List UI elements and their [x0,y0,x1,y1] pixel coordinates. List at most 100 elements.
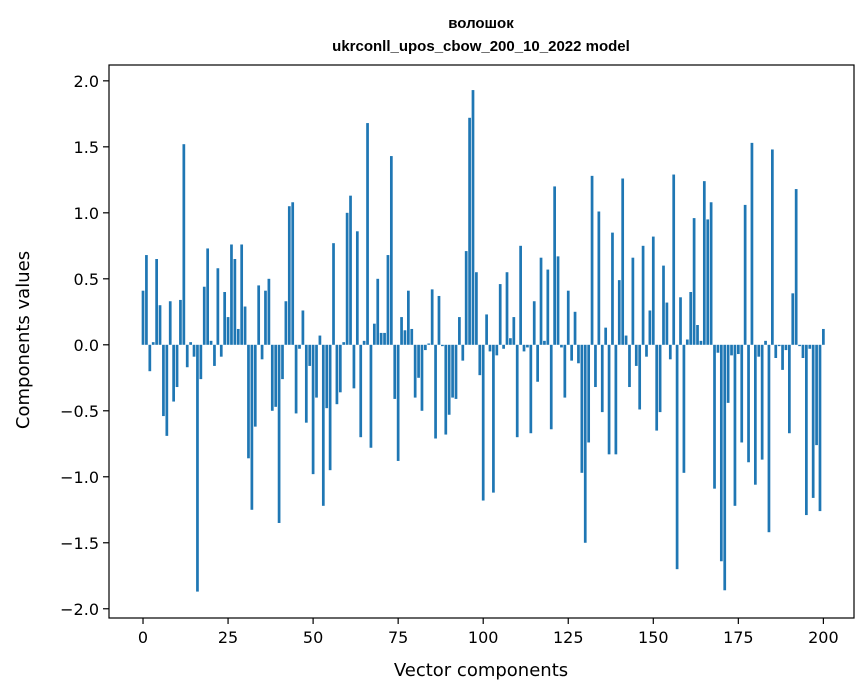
bar [719,344,723,562]
bar [492,344,495,493]
bar [743,204,747,345]
bar [338,344,342,393]
bar [172,344,175,402]
bar [403,330,407,345]
bars-group [141,90,825,592]
bar [682,344,686,473]
bar [611,232,614,345]
bar [815,344,818,446]
bar [182,144,186,345]
bar [165,344,169,436]
bar [560,344,563,348]
x-tick-label: 100 [468,628,499,647]
bar [672,174,676,345]
y-tick-label: 2.0 [74,72,99,91]
bar [321,344,325,506]
bar [526,344,529,348]
bar [270,344,274,411]
bar [767,344,771,533]
bar [151,342,155,345]
bar [342,342,346,345]
bar [267,278,271,345]
bar [522,344,526,352]
bar [294,344,298,414]
bar [345,212,349,345]
y-tick-label: 1.5 [74,138,99,157]
y-tick-label: 0.0 [74,336,99,355]
bar [202,286,206,345]
bar [621,178,625,345]
bar [641,245,645,345]
bar [736,344,740,355]
bar [461,344,465,361]
bar [692,218,696,345]
bar [247,344,250,459]
bar [750,142,754,345]
bar [570,344,574,361]
bar [675,344,679,570]
x-tick-label: 75 [388,628,408,647]
bar [733,344,737,506]
x-axis-label: Vector components [394,660,568,681]
bar [179,299,182,345]
bar [488,344,492,352]
bar [515,344,519,438]
bar [417,344,420,378]
bar [594,344,597,388]
bar [274,344,278,407]
bar [512,317,516,345]
bar [158,305,162,345]
bar [747,344,750,463]
bar [771,149,774,345]
bar [607,344,611,455]
bar [464,251,468,345]
bar [332,243,335,345]
bar [451,344,454,398]
bar [318,335,322,345]
bar [281,344,284,380]
bar [213,344,216,366]
bar [730,344,733,356]
bar [536,344,539,382]
y-tick-label: −2.0 [60,600,99,619]
bar [679,297,682,345]
bar [634,344,638,366]
bar [811,344,815,498]
bar [699,340,703,345]
y-axis-label: Components values [13,251,34,429]
bar [519,245,522,345]
bar [168,301,172,345]
bar [791,293,795,345]
bar [529,344,533,434]
bar [777,344,781,347]
bar [566,290,570,345]
bar [532,301,536,345]
bar [233,259,237,345]
bar [784,344,788,351]
bar [648,310,652,345]
bar [372,323,376,345]
x-tick-label: 25 [218,628,238,647]
bar [563,344,567,398]
bar [447,344,451,415]
x-tick-label: 200 [808,628,839,647]
bar [587,344,591,443]
bar [614,344,618,455]
bar [260,344,264,360]
bar [444,344,448,435]
bar [808,344,812,349]
bar [760,344,764,460]
bar [253,344,257,427]
bar [631,257,635,345]
bar [583,344,587,543]
bar [206,248,210,345]
bar [396,344,400,461]
bar [196,344,199,592]
bar [301,310,305,345]
bar [352,344,356,389]
bar [400,317,403,345]
bar [185,344,189,368]
bar [366,123,369,345]
bar [553,186,556,345]
